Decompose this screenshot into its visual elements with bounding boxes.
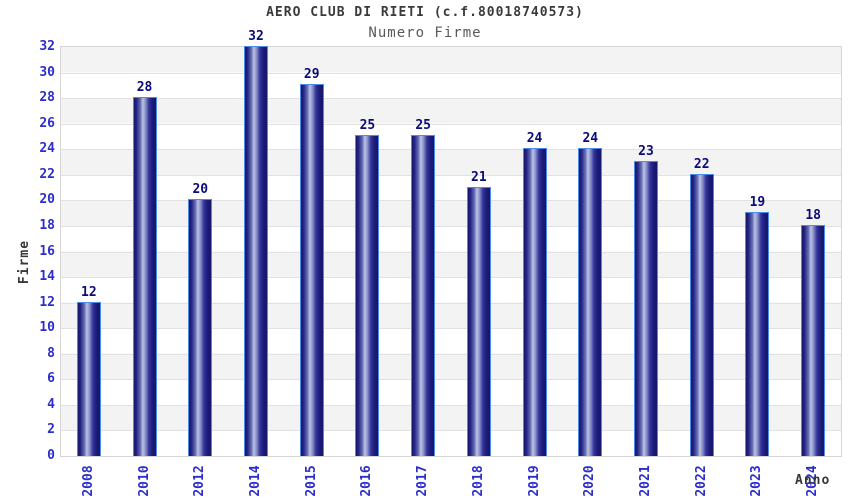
bar [466, 187, 491, 456]
y-tick-label: 32 [39, 39, 55, 54]
y-tick-label: 26 [39, 115, 55, 131]
y-tick-label: 6 [47, 371, 55, 387]
gridline [61, 225, 841, 227]
y-tick-label: 14 [39, 269, 55, 285]
bar [299, 84, 324, 456]
x-tick-label: 2018 [470, 465, 486, 497]
bar [244, 46, 268, 456]
y-tick-label: 20 [39, 192, 55, 208]
y-tick-label: 10 [39, 320, 55, 336]
y-tick-label: 24 [39, 141, 55, 157]
bar [689, 174, 714, 456]
bar-value-label: 22 [693, 157, 710, 172]
bar [634, 161, 658, 456]
bar [411, 135, 436, 456]
gridline [61, 302, 841, 304]
bar [76, 302, 101, 456]
x-tick-label: 2012 [192, 465, 208, 497]
bar-value-label: 32 [248, 29, 264, 44]
bar-value-label: 19 [749, 195, 766, 210]
plot-area: 0 2 4 6 8 10 12 14 16 18 20 22 24 26 28 30 32 12 2008 28 201… [39, 30, 842, 497]
bar-value-label: 20 [192, 182, 209, 197]
y-tick-label: 0 [47, 448, 55, 463]
gridline [61, 149, 841, 151]
y-tick-label: 16 [39, 243, 55, 259]
y-tick-label: 18 [39, 217, 55, 233]
x-tick-label: 2022 [693, 465, 709, 497]
y-tick-label: 2 [47, 422, 55, 438]
bar-value-label: 29 [303, 67, 320, 82]
bar-value-label: 23 [638, 144, 654, 159]
gridline [61, 404, 841, 406]
y-tick-label: 12 [39, 294, 55, 310]
bar [578, 148, 603, 456]
bar-value-label: 21 [471, 170, 487, 185]
bar [801, 225, 826, 456]
gridline [61, 72, 841, 74]
x-tick-label: 2020 [582, 465, 598, 497]
x-axis-label: Anno [795, 473, 831, 488]
x-tick-label: 2010 [136, 465, 152, 497]
bar-value-label: 25 [359, 118, 376, 133]
y-tick-label: 4 [47, 396, 55, 412]
x-tick-label: 2016 [359, 465, 375, 497]
x-tick-label: 2015 [303, 465, 319, 497]
x-tick-label: 2017 [415, 465, 431, 497]
bar-value-label: 12 [81, 285, 97, 300]
gridline [61, 277, 841, 279]
gridline [61, 379, 841, 381]
y-tick-label: 8 [47, 345, 55, 361]
bar [522, 148, 547, 456]
chart-title: AERO CLUB DI RIETI (c.f.80018740573) [266, 5, 584, 20]
bar-value-label: 18 [805, 208, 821, 223]
bar-value-label: 28 [136, 80, 153, 95]
y-tick-label: 28 [39, 90, 55, 106]
bar-value-label: 25 [415, 118, 431, 133]
gridline [61, 430, 841, 432]
bar [132, 97, 157, 456]
y-tick-label: 30 [39, 64, 55, 80]
chart-subtitle: Numero Firme [368, 25, 482, 41]
bar-value-label: 24 [582, 131, 599, 146]
bar-value-label: 24 [526, 131, 543, 146]
gridline [61, 328, 841, 330]
gridline [61, 353, 841, 355]
gridline [61, 123, 841, 125]
bar [355, 135, 380, 456]
x-tick-label: 2019 [526, 465, 542, 497]
x-tick-label: 2021 [638, 465, 653, 497]
bar [745, 212, 770, 456]
gridline [61, 174, 841, 176]
gridline [61, 200, 841, 202]
x-tick-label: 2023 [749, 465, 765, 497]
gridline [61, 98, 841, 100]
y-tick-label: 22 [39, 166, 55, 182]
gridline [61, 251, 841, 253]
x-tick-label: 2008 [80, 465, 96, 497]
x-tick-label: 2014 [248, 465, 263, 497]
bar [188, 199, 213, 456]
